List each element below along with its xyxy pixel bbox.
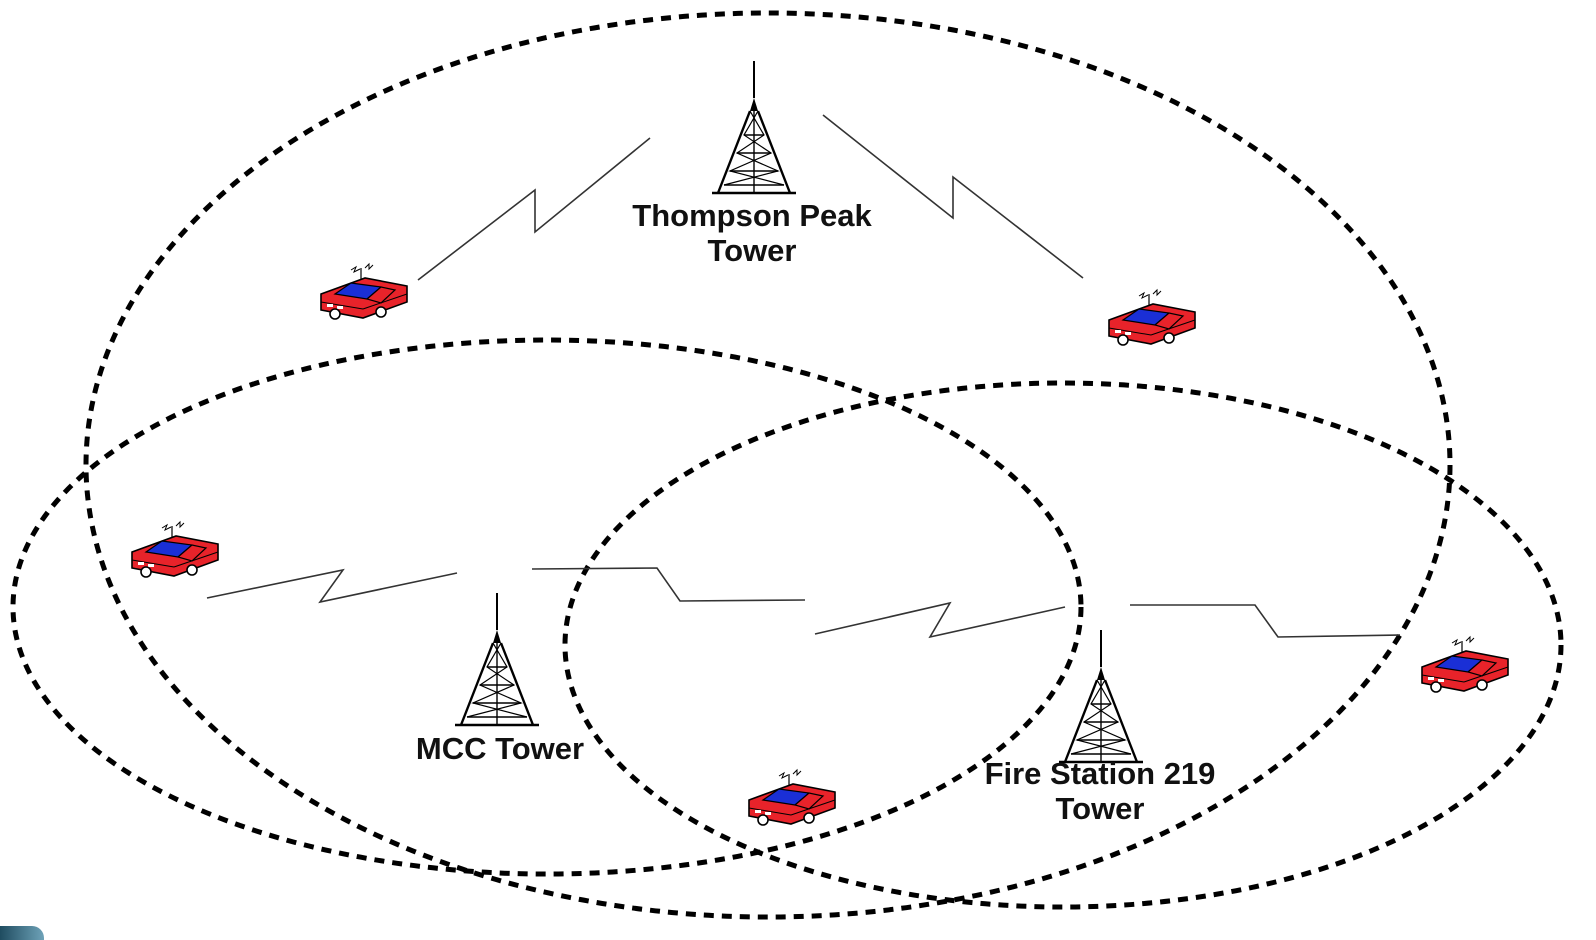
coverage-area-mcc	[10, 337, 1084, 877]
radio-tower-icon	[710, 59, 798, 195]
tower-label-thompson-line1: Thompson Peak	[632, 198, 872, 233]
police-car-icon	[748, 769, 836, 826]
coverage-area-fire219	[562, 380, 1564, 910]
radio-link	[417, 137, 651, 281]
police-car-icon	[320, 263, 408, 320]
tower-label-fire219-line2: Tower	[1056, 791, 1145, 826]
coverage-area-thompson	[83, 10, 1453, 920]
tower-label-fire219-line1: Fire Station 219	[985, 756, 1216, 791]
radio-link	[814, 601, 1066, 639]
radio-link	[531, 567, 806, 602]
police-car-icon	[1421, 636, 1509, 693]
police-car-icon	[131, 521, 219, 578]
radio-link	[1130, 604, 1401, 638]
slide-corner-accent	[0, 926, 44, 940]
radio-link	[822, 114, 1084, 279]
police-car-icon	[1108, 289, 1196, 346]
tower-label-mcc: MCC Tower	[416, 731, 584, 766]
radio-tower-icon	[453, 591, 541, 727]
tower-label-thompson-line2: Tower	[708, 233, 797, 268]
radio-link	[206, 568, 458, 604]
